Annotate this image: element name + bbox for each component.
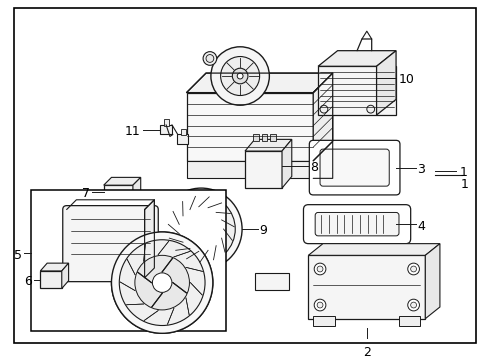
Circle shape: [408, 299, 419, 311]
Bar: [181, 129, 186, 135]
Text: 9: 9: [260, 225, 268, 238]
Circle shape: [135, 255, 190, 310]
Polygon shape: [245, 139, 292, 151]
Polygon shape: [377, 51, 396, 115]
Circle shape: [411, 266, 416, 272]
Polygon shape: [40, 263, 69, 271]
Text: 6: 6: [24, 275, 31, 288]
Bar: [318, 66, 396, 115]
Polygon shape: [308, 244, 440, 255]
Bar: [104, 185, 133, 207]
Circle shape: [317, 266, 323, 272]
Bar: [245, 151, 282, 188]
FancyBboxPatch shape: [63, 206, 158, 282]
Circle shape: [314, 299, 326, 311]
Text: 11: 11: [125, 125, 141, 138]
Circle shape: [112, 232, 213, 333]
Text: 2: 2: [363, 346, 371, 359]
Bar: [177, 135, 189, 144]
Polygon shape: [313, 73, 333, 161]
FancyBboxPatch shape: [320, 149, 389, 186]
Bar: [255, 273, 289, 291]
Circle shape: [119, 240, 205, 325]
Text: 4: 4: [417, 220, 425, 233]
FancyBboxPatch shape: [303, 205, 411, 244]
Text: 10: 10: [399, 73, 415, 86]
Circle shape: [206, 55, 214, 62]
Circle shape: [367, 105, 375, 113]
Bar: [121, 205, 131, 212]
FancyBboxPatch shape: [309, 140, 400, 195]
Bar: [30, 190, 225, 331]
Text: 1: 1: [460, 178, 468, 192]
Polygon shape: [425, 244, 440, 319]
Polygon shape: [282, 139, 292, 188]
FancyBboxPatch shape: [315, 212, 399, 236]
Polygon shape: [145, 200, 154, 278]
Bar: [160, 125, 172, 135]
Polygon shape: [313, 141, 333, 178]
Circle shape: [237, 73, 243, 79]
Bar: [187, 93, 313, 161]
Bar: [262, 135, 268, 141]
Bar: [399, 316, 420, 325]
Text: 5: 5: [14, 249, 22, 262]
Circle shape: [408, 263, 419, 275]
Circle shape: [152, 273, 172, 292]
Polygon shape: [187, 73, 333, 93]
Bar: [108, 205, 117, 212]
Bar: [313, 316, 335, 325]
Circle shape: [112, 232, 213, 333]
Polygon shape: [104, 177, 141, 185]
Bar: [253, 135, 259, 141]
Bar: [187, 161, 313, 178]
Text: 7: 7: [82, 188, 90, 201]
Circle shape: [152, 273, 172, 292]
Bar: [40, 271, 62, 288]
Circle shape: [180, 208, 222, 251]
Circle shape: [135, 255, 190, 310]
Circle shape: [411, 302, 416, 308]
Circle shape: [232, 68, 248, 84]
Bar: [308, 255, 425, 319]
Circle shape: [119, 240, 205, 325]
Circle shape: [160, 188, 242, 270]
Circle shape: [203, 51, 217, 65]
Bar: [164, 119, 169, 126]
Circle shape: [317, 302, 323, 308]
Polygon shape: [62, 263, 69, 288]
Circle shape: [167, 195, 235, 263]
Text: 8: 8: [310, 161, 318, 174]
Polygon shape: [318, 51, 396, 66]
Polygon shape: [133, 177, 141, 207]
Circle shape: [194, 221, 209, 237]
Text: 1: 1: [460, 166, 467, 179]
Text: 3: 3: [417, 163, 425, 176]
Circle shape: [320, 105, 328, 113]
Circle shape: [211, 47, 270, 105]
Bar: [270, 135, 276, 141]
Circle shape: [220, 57, 260, 95]
Circle shape: [314, 263, 326, 275]
